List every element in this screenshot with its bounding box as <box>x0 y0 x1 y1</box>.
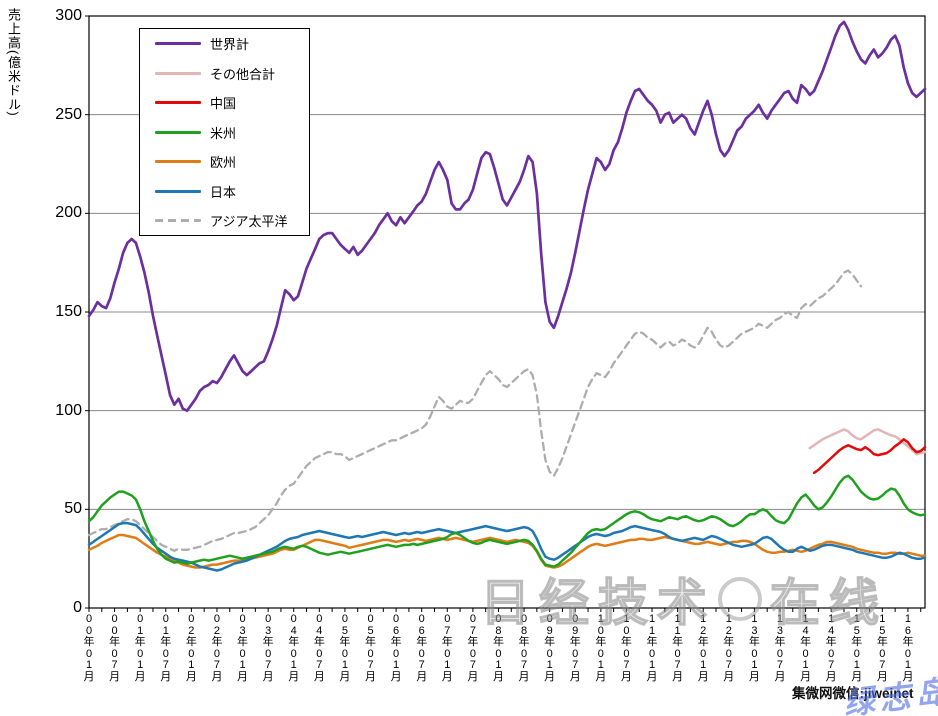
legend-item-欧州: 欧州 <box>140 147 309 177</box>
y-tick-label-250: 250 <box>55 105 82 123</box>
y-tick-label-0: 0 <box>73 599 82 616</box>
legend-swatch-アジア太平洋 <box>155 219 201 223</box>
series-line-その他合計 <box>808 428 927 456</box>
legend-label: 欧州 <box>210 155 237 171</box>
series-line-日本 <box>87 521 927 572</box>
center-watermark-text-right: 在线 <box>769 574 888 632</box>
legend-swatch-米州 <box>155 130 201 134</box>
center-watermark-text-left: 日经技术 <box>479 574 716 632</box>
legend-item-アジア太平洋: アジア太平洋 <box>140 206 309 236</box>
legend-item-世界計: 世界計 <box>140 29 309 59</box>
series-line-アジア太平洋 <box>87 269 863 552</box>
y-tick-label-200: 200 <box>55 204 82 222</box>
legend-label: 日本 <box>210 184 237 200</box>
bottom-right-watermark: 集微网微信:jiweinet <box>792 686 914 701</box>
legend-swatch-中国 <box>155 101 201 105</box>
watermark-logo-circle-icon <box>718 577 762 621</box>
series-line-中国 <box>812 438 927 475</box>
legend-item-その他合計: その他合計 <box>140 59 309 89</box>
y-tick-label-100: 100 <box>55 401 82 419</box>
legend-label: 世界計 <box>210 37 250 53</box>
legend-item-米州: 米州 <box>140 118 309 148</box>
legend-swatch-その他合計 <box>155 71 201 75</box>
y-tick-label-150: 150 <box>55 303 82 320</box>
legend-swatch-日本 <box>155 189 201 193</box>
y-axis-title: 売上高(億米ドル) <box>6 8 21 117</box>
legend-label: 米州 <box>210 125 237 141</box>
legend-swatch-世界計 <box>155 42 201 46</box>
series-line-世界計 <box>87 20 927 413</box>
series-line-米州 <box>87 474 927 568</box>
center-watermark: 日经技术 在线 <box>479 563 888 635</box>
y-tick-label-50: 50 <box>64 500 82 518</box>
legend-label: その他合計 <box>210 66 276 82</box>
legend-item-日本: 日本 <box>140 177 309 207</box>
y-tick-label-300: 300 <box>55 7 82 24</box>
legend-box: 世界計その他合計中国米州欧州日本アジア太平洋 <box>139 28 310 236</box>
plot-frame <box>88 15 926 609</box>
legend-label: アジア太平洋 <box>210 214 288 230</box>
legend-swatch-欧州 <box>155 160 201 164</box>
legend-label: 中国 <box>210 96 237 112</box>
legend-item-中国: 中国 <box>140 88 309 118</box>
